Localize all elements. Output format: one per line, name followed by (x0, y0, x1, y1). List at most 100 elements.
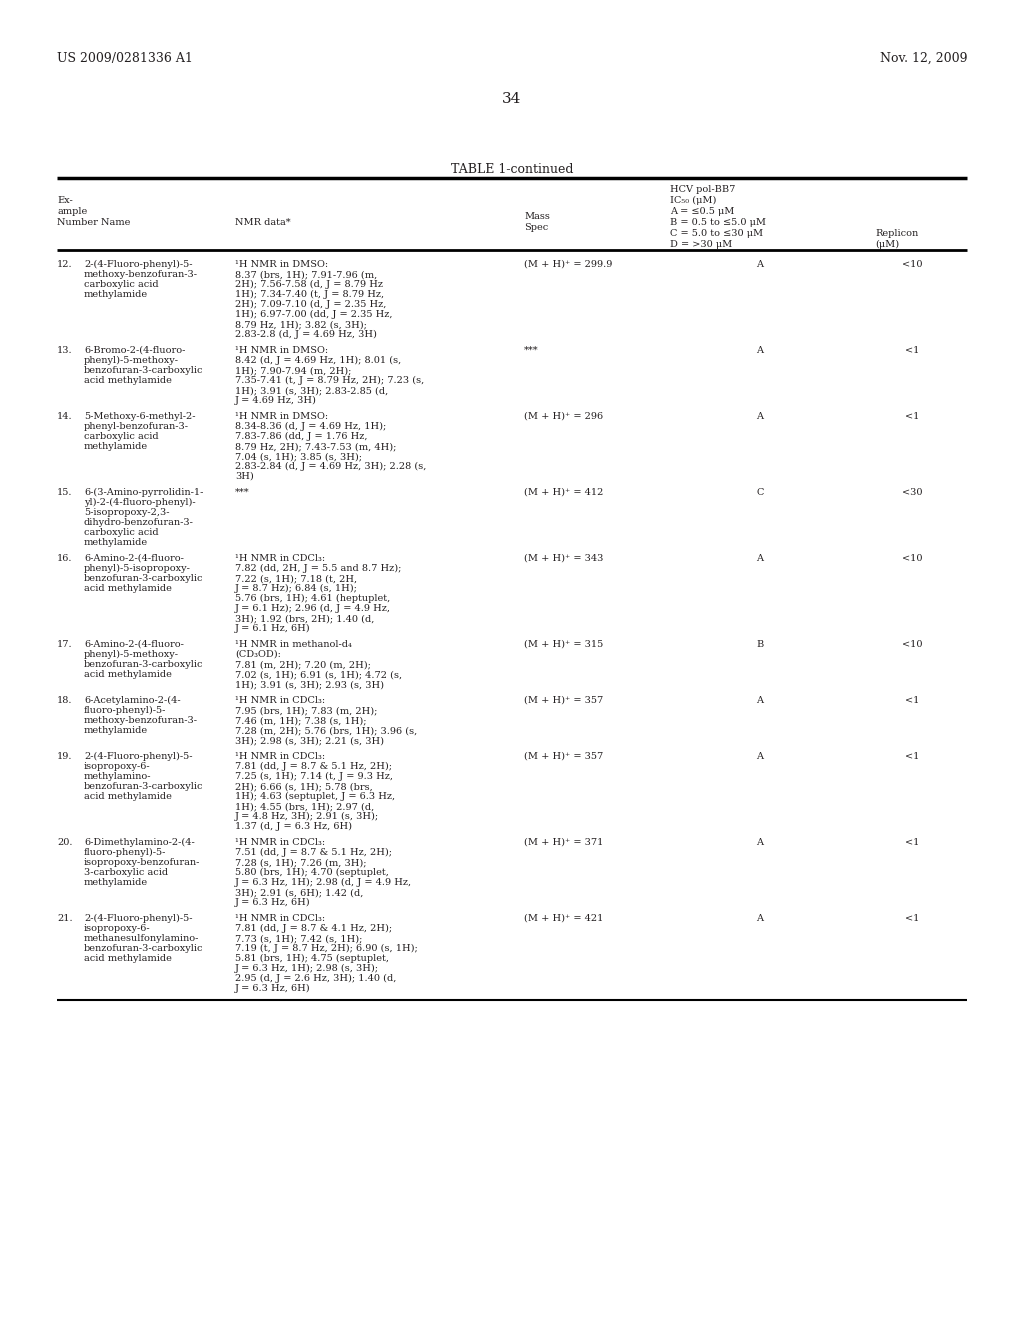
Text: carboxylic acid: carboxylic acid (84, 432, 159, 441)
Text: 20.: 20. (57, 838, 73, 847)
Text: 2-(4-Fluoro-phenyl)-5-: 2-(4-Fluoro-phenyl)-5- (84, 260, 193, 269)
Text: benzofuran-3-carboxylic: benzofuran-3-carboxylic (84, 660, 204, 669)
Text: ¹H NMR in CDCl₃:: ¹H NMR in CDCl₃: (234, 752, 326, 762)
Text: 1H); 3.91 (s, 3H); 2.83-2.85 (d,: 1H); 3.91 (s, 3H); 2.83-2.85 (d, (234, 385, 388, 395)
Text: phenyl)-5-methoxy-: phenyl)-5-methoxy- (84, 649, 179, 659)
Text: (μM): (μM) (874, 240, 899, 249)
Text: ¹H NMR in CDCl₃:: ¹H NMR in CDCl₃: (234, 554, 326, 564)
Text: ¹H NMR in DMSO:: ¹H NMR in DMSO: (234, 346, 328, 355)
Text: carboxylic acid: carboxylic acid (84, 280, 159, 289)
Text: Number Name: Number Name (57, 218, 130, 227)
Text: J = 6.3 Hz, 6H): J = 6.3 Hz, 6H) (234, 898, 310, 907)
Text: benzofuran-3-carboxylic: benzofuran-3-carboxylic (84, 574, 204, 583)
Text: ***: *** (234, 488, 250, 498)
Text: A: A (757, 346, 764, 355)
Text: J = 6.3 Hz, 6H): J = 6.3 Hz, 6H) (234, 983, 310, 993)
Text: 1.37 (d, J = 6.3 Hz, 6H): 1.37 (d, J = 6.3 Hz, 6H) (234, 822, 352, 832)
Text: 7.95 (brs, 1H); 7.83 (m, 2H);: 7.95 (brs, 1H); 7.83 (m, 2H); (234, 706, 378, 715)
Text: 7.51 (dd, J = 8.7 & 5.1 Hz, 2H);: 7.51 (dd, J = 8.7 & 5.1 Hz, 2H); (234, 847, 392, 857)
Text: (M + H)⁺ = 299.9: (M + H)⁺ = 299.9 (524, 260, 612, 269)
Text: 8.79 Hz, 2H); 7.43-7.53 (m, 4H);: 8.79 Hz, 2H); 7.43-7.53 (m, 4H); (234, 442, 396, 451)
Text: J = 6.3 Hz, 1H); 2.98 (s, 3H);: J = 6.3 Hz, 1H); 2.98 (s, 3H); (234, 964, 379, 973)
Text: D = >30 μM: D = >30 μM (670, 240, 732, 249)
Text: 7.28 (m, 2H); 5.76 (brs, 1H); 3.96 (s,: 7.28 (m, 2H); 5.76 (brs, 1H); 3.96 (s, (234, 726, 417, 735)
Text: 3H); 1.92 (brs, 2H); 1.40 (d,: 3H); 1.92 (brs, 2H); 1.40 (d, (234, 614, 375, 623)
Text: 7.35-7.41 (t, J = 8.79 Hz, 2H); 7.23 (s,: 7.35-7.41 (t, J = 8.79 Hz, 2H); 7.23 (s, (234, 376, 424, 385)
Text: 3H); 2.98 (s, 3H); 2.21 (s, 3H): 3H); 2.98 (s, 3H); 2.21 (s, 3H) (234, 737, 384, 744)
Text: acid methylamide: acid methylamide (84, 954, 172, 964)
Text: 7.81 (dd, J = 8.7 & 4.1 Hz, 2H);: 7.81 (dd, J = 8.7 & 4.1 Hz, 2H); (234, 924, 392, 933)
Text: (M + H)⁺ = 315: (M + H)⁺ = 315 (524, 640, 603, 649)
Text: 7.83-7.86 (dd, J = 1.76 Hz,: 7.83-7.86 (dd, J = 1.76 Hz, (234, 432, 368, 441)
Text: 7.19 (t, J = 8.7 Hz, 2H); 6.90 (s, 1H);: 7.19 (t, J = 8.7 Hz, 2H); 6.90 (s, 1H); (234, 944, 418, 953)
Text: ¹H NMR in CDCl₃:: ¹H NMR in CDCl₃: (234, 913, 326, 923)
Text: ample: ample (57, 207, 87, 216)
Text: ***: *** (524, 346, 539, 355)
Text: Spec: Spec (524, 223, 548, 232)
Text: 6-Amino-2-(4-fluoro-: 6-Amino-2-(4-fluoro- (84, 554, 184, 564)
Text: (M + H)⁺ = 421: (M + H)⁺ = 421 (524, 913, 603, 923)
Text: A = ≤0.5 μM: A = ≤0.5 μM (670, 207, 734, 216)
Text: 1H); 3.91 (s, 3H); 2.93 (s, 3H): 1H); 3.91 (s, 3H); 2.93 (s, 3H) (234, 680, 384, 689)
Text: 7.22 (s, 1H); 7.18 (t, 2H,: 7.22 (s, 1H); 7.18 (t, 2H, (234, 574, 357, 583)
Text: A: A (757, 752, 764, 762)
Text: 1H); 7.90-7.94 (m, 2H);: 1H); 7.90-7.94 (m, 2H); (234, 366, 351, 375)
Text: J = 6.3 Hz, 1H); 2.98 (d, J = 4.9 Hz,: J = 6.3 Hz, 1H); 2.98 (d, J = 4.9 Hz, (234, 878, 412, 887)
Text: 6-Dimethylamino-2-(4-: 6-Dimethylamino-2-(4- (84, 838, 195, 847)
Text: HCV pol-BB7: HCV pol-BB7 (670, 185, 735, 194)
Text: (M + H)⁺ = 357: (M + H)⁺ = 357 (524, 752, 603, 762)
Text: TABLE 1-continued: TABLE 1-continued (451, 162, 573, 176)
Text: 8.34-8.36 (d, J = 4.69 Hz, 1H);: 8.34-8.36 (d, J = 4.69 Hz, 1H); (234, 422, 386, 432)
Text: 2-(4-Fluoro-phenyl)-5-: 2-(4-Fluoro-phenyl)-5- (84, 752, 193, 762)
Text: J = 8.7 Hz); 6.84 (s, 1H);: J = 8.7 Hz); 6.84 (s, 1H); (234, 583, 357, 593)
Text: ¹H NMR in CDCl₃:: ¹H NMR in CDCl₃: (234, 696, 326, 705)
Text: A: A (757, 913, 764, 923)
Text: 6-Amino-2-(4-fluoro-: 6-Amino-2-(4-fluoro- (84, 640, 184, 649)
Text: <1: <1 (905, 346, 920, 355)
Text: B = 0.5 to ≤5.0 μM: B = 0.5 to ≤5.0 μM (670, 218, 766, 227)
Text: A: A (757, 838, 764, 847)
Text: J = 4.8 Hz, 3H); 2.91 (s, 3H);: J = 4.8 Hz, 3H); 2.91 (s, 3H); (234, 812, 379, 821)
Text: <10: <10 (902, 640, 923, 649)
Text: 3H): 3H) (234, 473, 254, 480)
Text: (M + H)⁺ = 412: (M + H)⁺ = 412 (524, 488, 603, 498)
Text: <10: <10 (902, 554, 923, 564)
Text: acid methylamide: acid methylamide (84, 583, 172, 593)
Text: A: A (757, 260, 764, 269)
Text: 2H); 6.66 (s, 1H); 5.78 (brs,: 2H); 6.66 (s, 1H); 5.78 (brs, (234, 781, 373, 791)
Text: (CD₃OD):: (CD₃OD): (234, 649, 281, 659)
Text: 21.: 21. (57, 913, 73, 923)
Text: methanesulfonylamino-: methanesulfonylamino- (84, 935, 200, 942)
Text: fluoro-phenyl)-5-: fluoro-phenyl)-5- (84, 706, 166, 715)
Text: 34: 34 (503, 92, 521, 106)
Text: 3H); 2.91 (s, 6H); 1.42 (d,: 3H); 2.91 (s, 6H); 1.42 (d, (234, 888, 364, 898)
Text: dihydro-benzofuran-3-: dihydro-benzofuran-3- (84, 517, 194, 527)
Text: 2.95 (d, J = 2.6 Hz, 3H); 1.40 (d,: 2.95 (d, J = 2.6 Hz, 3H); 1.40 (d, (234, 974, 396, 983)
Text: 5.80 (brs, 1H); 4.70 (septuplet,: 5.80 (brs, 1H); 4.70 (septuplet, (234, 869, 389, 876)
Text: phenyl)-5-isopropoxy-: phenyl)-5-isopropoxy- (84, 564, 190, 573)
Text: <10: <10 (902, 260, 923, 269)
Text: 19.: 19. (57, 752, 73, 762)
Text: <30: <30 (902, 488, 923, 498)
Text: B: B (757, 640, 764, 649)
Text: ¹H NMR in DMSO:: ¹H NMR in DMSO: (234, 412, 328, 421)
Text: 7.73 (s, 1H); 7.42 (s, 1H);: 7.73 (s, 1H); 7.42 (s, 1H); (234, 935, 362, 942)
Text: Ex-: Ex- (57, 195, 73, 205)
Text: ¹H NMR in methanol-d₄: ¹H NMR in methanol-d₄ (234, 640, 352, 649)
Text: 7.82 (dd, 2H, J = 5.5 and 8.7 Hz);: 7.82 (dd, 2H, J = 5.5 and 8.7 Hz); (234, 564, 401, 573)
Text: yl)-2-(4-fluoro-phenyl)-: yl)-2-(4-fluoro-phenyl)- (84, 498, 196, 507)
Text: 1H); 4.55 (brs, 1H); 2.97 (d,: 1H); 4.55 (brs, 1H); 2.97 (d, (234, 803, 374, 810)
Text: 1H); 4.63 (septuplet, J = 6.3 Hz,: 1H); 4.63 (septuplet, J = 6.3 Hz, (234, 792, 395, 801)
Text: 8.37 (brs, 1H); 7.91-7.96 (m,: 8.37 (brs, 1H); 7.91-7.96 (m, (234, 271, 377, 279)
Text: <1: <1 (905, 913, 920, 923)
Text: phenyl)-5-methoxy-: phenyl)-5-methoxy- (84, 356, 179, 366)
Text: 14.: 14. (57, 412, 73, 421)
Text: 2-(4-Fluoro-phenyl)-5-: 2-(4-Fluoro-phenyl)-5- (84, 913, 193, 923)
Text: 1H); 7.34-7.40 (t, J = 8.79 Hz,: 1H); 7.34-7.40 (t, J = 8.79 Hz, (234, 290, 384, 300)
Text: (M + H)⁺ = 371: (M + H)⁺ = 371 (524, 838, 603, 847)
Text: C: C (757, 488, 764, 498)
Text: <1: <1 (905, 752, 920, 762)
Text: 7.81 (m, 2H); 7.20 (m, 2H);: 7.81 (m, 2H); 7.20 (m, 2H); (234, 660, 371, 669)
Text: 18.: 18. (57, 696, 73, 705)
Text: acid methylamide: acid methylamide (84, 792, 172, 801)
